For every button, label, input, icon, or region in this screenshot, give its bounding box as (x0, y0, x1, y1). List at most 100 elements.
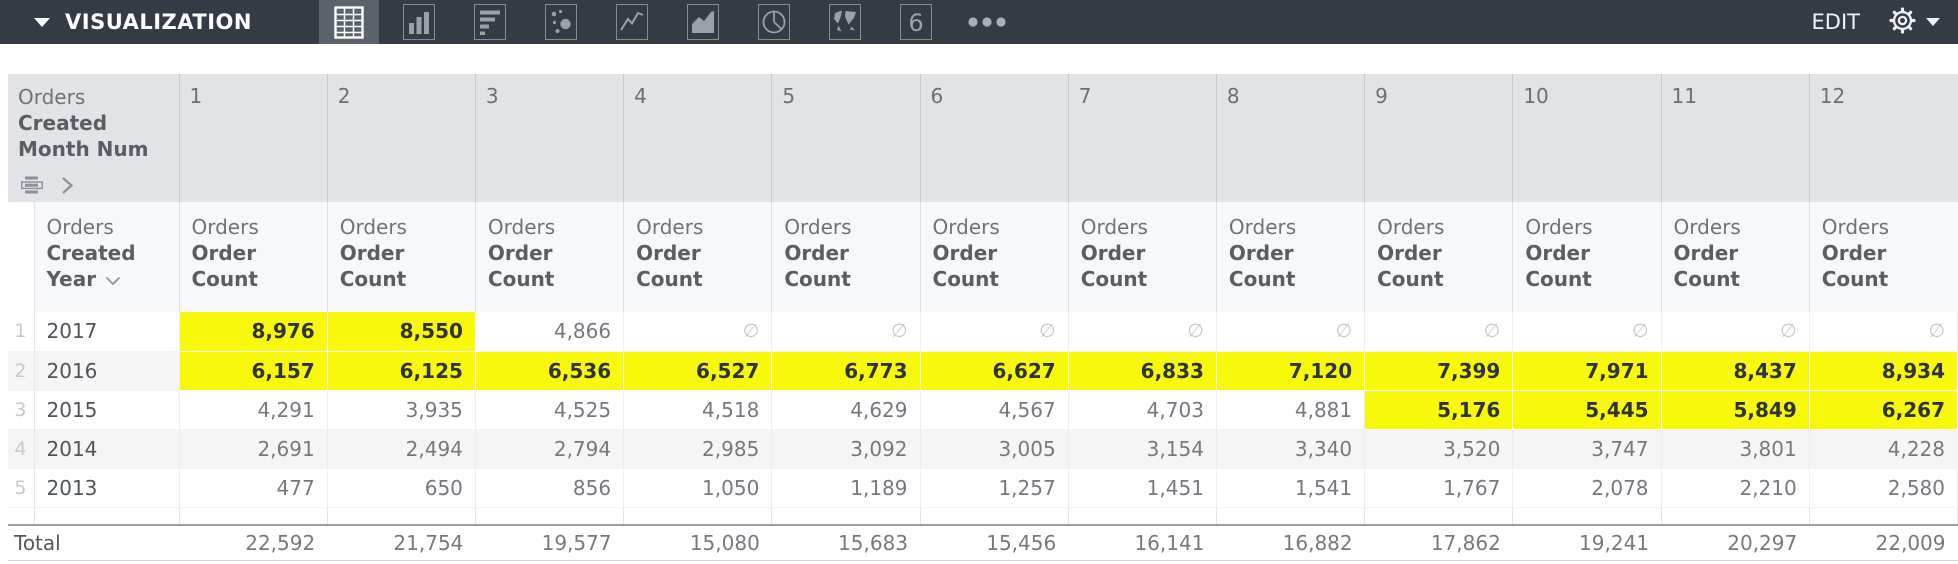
pivot-field-header[interactable]: Orders Created Month Num (8, 74, 180, 202)
order-count-cell[interactable]: 3,935 (327, 390, 476, 430)
order-count-cell[interactable]: 3,092 (771, 429, 921, 469)
visualization-panel-toggle[interactable]: VISUALIZATION (34, 10, 252, 34)
order-count-cell[interactable]: 1,451 (1068, 468, 1217, 508)
year-cell[interactable]: 2017 (34, 312, 180, 352)
order-count-cell[interactable]: 6,125 (327, 351, 476, 391)
order-count-cell[interactable]: 4,881 (1216, 390, 1366, 430)
order-count-cell[interactable]: 4,866 (475, 312, 625, 352)
month-column-header[interactable]: 12 (1809, 74, 1958, 202)
order-count-cell[interactable]: 1,541 (1216, 468, 1366, 508)
scatter-chart-icon[interactable] (526, 0, 597, 44)
order-count-cell[interactable]: 4,228 (1809, 429, 1958, 469)
edit-button[interactable]: EDIT (1811, 10, 1860, 34)
order-count-cell[interactable]: 2,580 (1809, 468, 1958, 508)
order-count-cell[interactable]: 8,934 (1809, 351, 1958, 391)
year-cell[interactable]: 2014 (34, 429, 180, 469)
order-count-cell[interactable]: 6,267 (1809, 390, 1958, 430)
month-column-header[interactable]: 11 (1661, 74, 1810, 202)
month-column-header[interactable]: 1 (179, 74, 328, 202)
measure-column-header[interactable]: Orders Order Count (327, 202, 476, 312)
area-chart-icon[interactable] (668, 0, 739, 44)
order-count-cell[interactable]: 5,176 (1364, 390, 1514, 430)
order-count-cell[interactable]: 8,550 (327, 312, 476, 352)
order-count-cell[interactable]: 6,833 (1068, 351, 1217, 391)
total-value-cell[interactable]: 22,009 (1809, 524, 1958, 561)
order-count-cell[interactable]: 650 (327, 468, 476, 508)
measure-column-header[interactable]: Orders Order Count (1068, 202, 1217, 312)
month-column-header[interactable]: 7 (1068, 74, 1217, 202)
measure-column-header[interactable]: Orders Order Count (475, 202, 625, 312)
month-column-header[interactable]: 4 (623, 74, 773, 202)
measure-column-header[interactable]: Orders Order Count (179, 202, 328, 312)
column-chart-icon[interactable] (384, 0, 455, 44)
total-value-cell[interactable]: 17,862 (1364, 524, 1513, 561)
measure-column-header[interactable]: Orders Order Count (1364, 202, 1514, 312)
month-column-header[interactable]: 9 (1364, 74, 1514, 202)
year-cell[interactable]: 2016 (34, 351, 180, 391)
order-count-cell[interactable]: 6,536 (475, 351, 625, 391)
order-count-cell[interactable]: 1,767 (1364, 468, 1514, 508)
total-value-cell[interactable]: 15,683 (771, 524, 921, 561)
month-column-header[interactable]: 5 (771, 74, 921, 202)
order-count-cell[interactable]: 856 (475, 468, 625, 508)
order-count-cell[interactable]: 1,050 (623, 468, 773, 508)
order-count-cell[interactable]: 4,703 (1068, 390, 1217, 430)
table-icon[interactable] (318, 0, 379, 44)
total-value-cell[interactable]: 15,080 (623, 524, 772, 561)
single-value-icon[interactable]: 6 (881, 0, 952, 44)
order-count-cell[interactable]: 2,210 (1661, 468, 1810, 508)
order-count-cell[interactable]: 4,525 (475, 390, 625, 430)
row-field-header[interactable]: Orders Created Year (34, 202, 180, 312)
expand-chevron-right-icon[interactable] (61, 176, 74, 195)
order-count-cell[interactable]: 2,794 (475, 429, 625, 469)
order-count-cell[interactable]: 7,120 (1216, 351, 1366, 391)
measure-column-header[interactable]: Orders Order Count (771, 202, 921, 312)
order-count-cell[interactable]: 6,627 (920, 351, 1069, 391)
order-count-cell[interactable]: 2,078 (1512, 468, 1662, 508)
month-column-header[interactable]: 3 (475, 74, 625, 202)
order-count-cell[interactable]: 2,691 (179, 429, 328, 469)
order-count-cell[interactable]: 1,189 (771, 468, 921, 508)
total-value-cell[interactable]: 19,241 (1512, 524, 1662, 561)
settings-menu-button[interactable] (1888, 6, 1940, 39)
month-column-header[interactable]: 10 (1512, 74, 1662, 202)
total-value-cell[interactable]: 16,882 (1216, 524, 1365, 561)
order-count-cell[interactable]: 3,747 (1512, 429, 1662, 469)
line-chart-icon[interactable] (597, 0, 668, 44)
order-count-cell[interactable]: 477 (179, 468, 328, 508)
order-count-cell[interactable]: 4,629 (771, 390, 921, 430)
bar-chart-icon[interactable] (455, 0, 526, 44)
order-count-cell[interactable]: 5,849 (1661, 390, 1810, 430)
measure-column-header[interactable]: Orders Order Count (1661, 202, 1810, 312)
year-cell[interactable]: 2013 (34, 468, 180, 508)
month-column-header[interactable]: 8 (1216, 74, 1366, 202)
map-chart-icon[interactable] (810, 0, 881, 44)
order-count-cell[interactable]: 4,291 (179, 390, 328, 430)
order-count-cell[interactable]: 3,801 (1661, 429, 1810, 469)
order-count-cell[interactable]: 7,399 (1364, 351, 1514, 391)
total-value-cell[interactable]: 22,592 (179, 524, 328, 561)
more-options-icon[interactable] (952, 0, 1023, 44)
order-count-cell[interactable]: 3,005 (920, 429, 1069, 469)
order-count-cell[interactable]: 3,520 (1364, 429, 1514, 469)
total-value-cell[interactable]: 16,141 (1068, 524, 1217, 561)
total-value-cell[interactable]: 21,754 (327, 524, 476, 561)
order-count-cell[interactable]: 2,985 (623, 429, 773, 469)
subtotals-icon[interactable] (20, 175, 44, 195)
year-cell[interactable]: 2015 (34, 390, 180, 430)
total-value-cell[interactable]: 15,456 (920, 524, 1069, 561)
order-count-cell[interactable]: 6,527 (623, 351, 773, 391)
measure-column-header[interactable]: Orders Order Count (623, 202, 773, 312)
total-value-cell[interactable]: 19,577 (475, 524, 624, 561)
order-count-cell[interactable]: 3,340 (1216, 429, 1366, 469)
pie-chart-icon[interactable] (739, 0, 810, 44)
measure-column-header[interactable]: Orders Order Count (1809, 202, 1958, 312)
order-count-cell[interactable]: 2,494 (327, 429, 476, 469)
month-column-header[interactable]: 2 (327, 74, 476, 202)
month-column-header[interactable]: 6 (920, 74, 1069, 202)
measure-column-header[interactable]: Orders Order Count (1216, 202, 1366, 312)
order-count-cell[interactable]: 6,773 (771, 351, 921, 391)
order-count-cell[interactable]: 3,154 (1068, 429, 1217, 469)
total-value-cell[interactable]: 20,297 (1661, 524, 1810, 561)
order-count-cell[interactable]: 8,976 (179, 312, 328, 352)
